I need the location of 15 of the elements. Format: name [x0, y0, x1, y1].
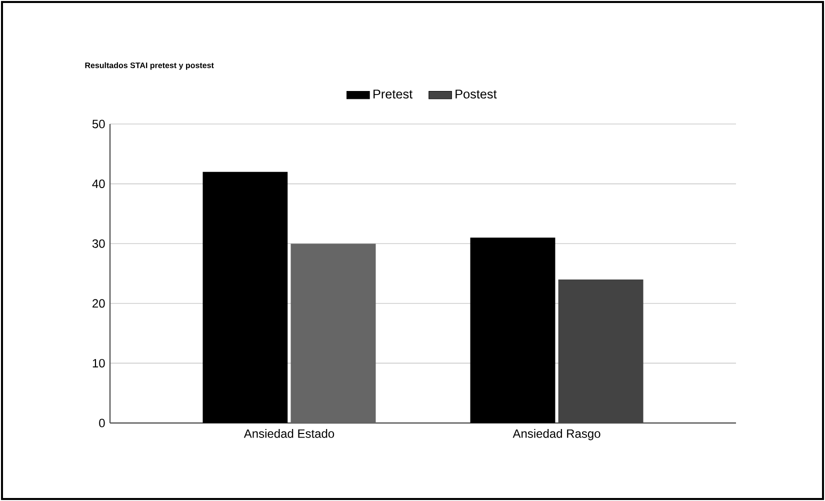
- bar: [290, 244, 376, 423]
- y-tick-label: 30: [92, 239, 105, 248]
- y-tick-label: 0: [99, 418, 105, 428]
- chart-title: Resultados STAI pretest y postest: [85, 62, 214, 70]
- y-tick-label: 10: [92, 358, 105, 368]
- x-tick-label: Ansiedad Rasgo: [512, 429, 600, 440]
- bar: [470, 238, 556, 423]
- y-tick-label: 40: [92, 180, 105, 188]
- y-tick-label: 50: [92, 120, 105, 128]
- legend-label: Pretest: [374, 90, 413, 99]
- legend-label: Postest: [456, 90, 497, 99]
- bar: [558, 279, 644, 423]
- x-tick-label: Ansiedad Estado: [244, 429, 334, 438]
- y-tick-label: 20: [92, 299, 105, 308]
- bar: [202, 172, 288, 423]
